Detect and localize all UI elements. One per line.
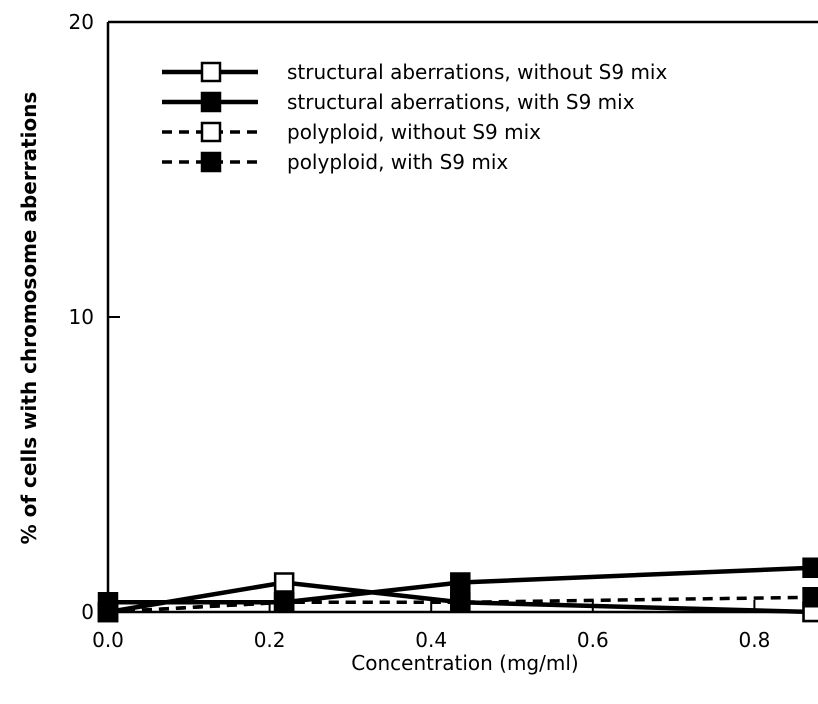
data-point [273, 592, 295, 613]
legend-entry: structural aberrations, without S9 mix [162, 60, 667, 84]
y-tick-label: 0 [81, 600, 94, 624]
legend-entry: structural aberrations, with S9 mix [162, 90, 635, 114]
y-tick-label: 20 [69, 10, 94, 34]
legend-marker [200, 151, 222, 173]
x-tick-label: 0.0 [92, 628, 124, 652]
data-point [802, 587, 818, 608]
legend-label: structural aberrations, without S9 mix [287, 60, 667, 84]
y-ticks: 0 10 20 [69, 10, 120, 624]
y-axis-title: % of cells with chromosome aberrations [17, 92, 41, 545]
series-4 [97, 587, 818, 623]
x-tick-label: 0.8 [738, 628, 770, 652]
data-point [273, 572, 295, 593]
x-ticks: 0.0 0.2 0.4 0.6 0.8 [92, 600, 770, 652]
x-tick-label: 0.2 [254, 628, 286, 652]
series-layer [97, 557, 818, 623]
legend-entry: polyploid, without S9 mix [162, 120, 541, 144]
legend-label: polyploid, with S9 mix [287, 150, 508, 174]
legend-label: polyploid, without S9 mix [287, 120, 541, 144]
series-line [108, 565, 813, 605]
y-tick-label: 10 [69, 305, 94, 329]
x-tick-label: 0.6 [577, 628, 609, 652]
data-point [802, 557, 818, 578]
x-axis-title: Concentration (mg/ml) [351, 651, 578, 675]
legend-label: structural aberrations, with S9 mix [287, 90, 635, 114]
data-point [97, 601, 119, 623]
legend-marker [200, 91, 222, 113]
legend-marker [200, 61, 222, 83]
x-tick-label: 0.4 [415, 628, 447, 652]
legend-marker [200, 121, 222, 143]
legend-entry: polyploid, with S9 mix [162, 150, 508, 174]
data-point [450, 592, 471, 613]
series-line [107, 595, 813, 614]
data-point [450, 572, 471, 593]
legend: structural aberrations, without S9 mix st… [162, 60, 667, 174]
